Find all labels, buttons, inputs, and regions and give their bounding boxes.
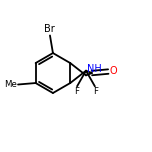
Text: F: F bbox=[93, 87, 98, 97]
Text: Me: Me bbox=[4, 80, 17, 89]
Text: F: F bbox=[74, 87, 79, 97]
Text: Br: Br bbox=[44, 24, 55, 34]
Text: NH: NH bbox=[87, 64, 102, 74]
Text: O: O bbox=[109, 66, 117, 76]
